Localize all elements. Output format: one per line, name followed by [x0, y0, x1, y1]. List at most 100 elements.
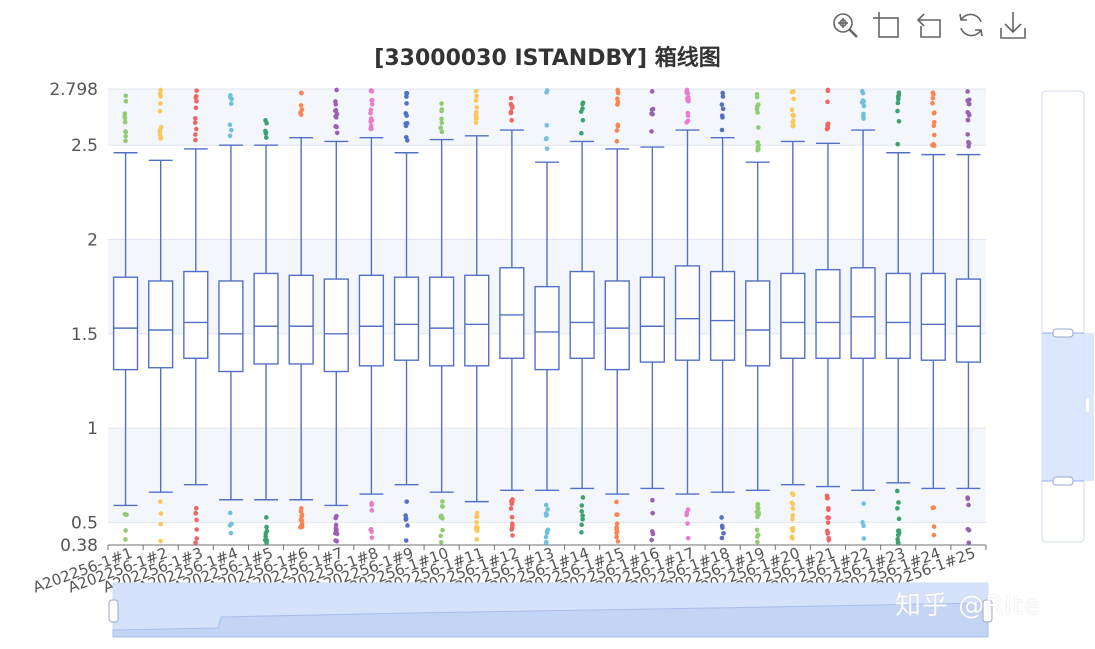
- outlier-point: [544, 529, 550, 534]
- outlier-point: [403, 516, 409, 521]
- box[interactable]: [920, 272, 946, 361]
- outlier-point: [474, 93, 479, 99]
- outlier-point: [685, 521, 690, 526]
- outlier-point: [896, 516, 902, 522]
- zoom-reset-icon[interactable]: [870, 8, 904, 42]
- outlier-point: [473, 120, 479, 125]
- outlier-point: [298, 505, 304, 511]
- box[interactable]: [569, 270, 595, 360]
- box[interactable]: [393, 276, 420, 361]
- box[interactable]: [955, 278, 982, 363]
- box[interactable]: [604, 280, 630, 371]
- outlier-point: [123, 134, 128, 139]
- x-datazoom-handle-right[interactable]: [982, 599, 993, 623]
- outlier-point: [860, 520, 865, 525]
- outlier-point: [754, 527, 760, 533]
- box[interactable]: [428, 276, 455, 367]
- box[interactable]: [464, 274, 490, 367]
- outlier-point: [543, 513, 549, 518]
- outlier-point: [439, 120, 445, 126]
- outlier-point: [508, 109, 514, 115]
- outlier-point: [895, 540, 901, 545]
- outlier-point: [227, 133, 233, 139]
- outlier-point: [965, 495, 970, 501]
- outlier-point: [719, 535, 725, 541]
- box[interactable]: [815, 268, 841, 360]
- box[interactable]: [674, 265, 701, 361]
- outlier-point: [790, 516, 795, 522]
- outlier-point: [720, 106, 726, 112]
- outlier-point: [826, 515, 832, 521]
- outlier-point: [966, 502, 971, 508]
- outlier-point: [439, 101, 444, 106]
- outlier-point: [755, 144, 761, 150]
- box[interactable]: [323, 278, 349, 373]
- outlier-point: [719, 127, 725, 133]
- y-tick-label: 1: [87, 419, 98, 439]
- box[interactable]: [709, 270, 736, 361]
- outlier-point: [824, 493, 830, 499]
- watermark: 知乎 @Rite: [895, 591, 1041, 621]
- outlier-point: [369, 98, 374, 103]
- box[interactable]: [148, 280, 174, 369]
- box[interactable]: [780, 272, 806, 360]
- box[interactable]: [288, 274, 314, 365]
- outlier-point: [966, 540, 972, 546]
- outlier-point: [194, 536, 200, 541]
- outlier-point: [228, 101, 234, 107]
- restore-icon[interactable]: [912, 8, 946, 42]
- outlier-point: [298, 103, 304, 108]
- outlier-point: [965, 117, 971, 123]
- outlier-point: [474, 105, 480, 110]
- outlier-point: [403, 123, 409, 129]
- outlier-point: [580, 106, 585, 111]
- x-datazoom-handle-left[interactable]: [108, 599, 119, 623]
- y-datazoom-selection[interactable]: [1042, 333, 1094, 481]
- outlier-point: [861, 103, 867, 109]
- box[interactable]: [499, 267, 525, 360]
- outlier-point: [895, 532, 901, 538]
- outlier-point: [299, 90, 304, 96]
- outlier-point: [158, 499, 163, 504]
- outlier-point: [544, 146, 550, 151]
- outlier-point: [123, 528, 128, 533]
- outlier-point: [544, 122, 550, 128]
- outlier-point: [158, 124, 164, 130]
- outlier-point: [894, 488, 900, 494]
- y-datazoom-grip-icon[interactable]: [1086, 398, 1089, 412]
- outlier-point: [580, 101, 585, 107]
- box[interactable]: [850, 267, 876, 360]
- outlier-point: [614, 139, 620, 144]
- outlier-point: [508, 506, 514, 511]
- y-datazoom-handle-top[interactable]: [1052, 328, 1074, 338]
- outlier-point: [509, 501, 515, 507]
- box[interactable]: [534, 285, 560, 371]
- outlier-point: [754, 104, 760, 109]
- box[interactable]: [183, 270, 209, 360]
- box[interactable]: [639, 276, 666, 363]
- refresh-icon[interactable]: [954, 8, 988, 42]
- outlier-point: [123, 98, 129, 104]
- outlier-point: [895, 100, 901, 106]
- outlier-point: [368, 110, 373, 116]
- box[interactable]: [253, 272, 279, 365]
- outlier-point: [474, 537, 480, 542]
- outlier-point: [544, 90, 549, 95]
- box[interactable]: [885, 272, 911, 360]
- zoom-icon[interactable]: [828, 8, 862, 42]
- outlier-point: [650, 497, 655, 503]
- box[interactable]: [218, 280, 244, 373]
- outlier-point: [861, 523, 866, 529]
- outlier-point: [263, 135, 269, 140]
- outlier-point: [580, 517, 585, 522]
- download-icon[interactable]: [996, 8, 1030, 42]
- outlier-point: [896, 92, 902, 98]
- outlier-point: [790, 123, 796, 129]
- box[interactable]: [358, 274, 385, 367]
- y-datazoom-handle-bottom[interactable]: [1052, 476, 1074, 486]
- box[interactable]: [112, 276, 139, 371]
- outlier-point: [334, 87, 339, 93]
- box[interactable]: [745, 280, 771, 367]
- outlier-point: [438, 539, 444, 545]
- outlier-point: [158, 94, 163, 99]
